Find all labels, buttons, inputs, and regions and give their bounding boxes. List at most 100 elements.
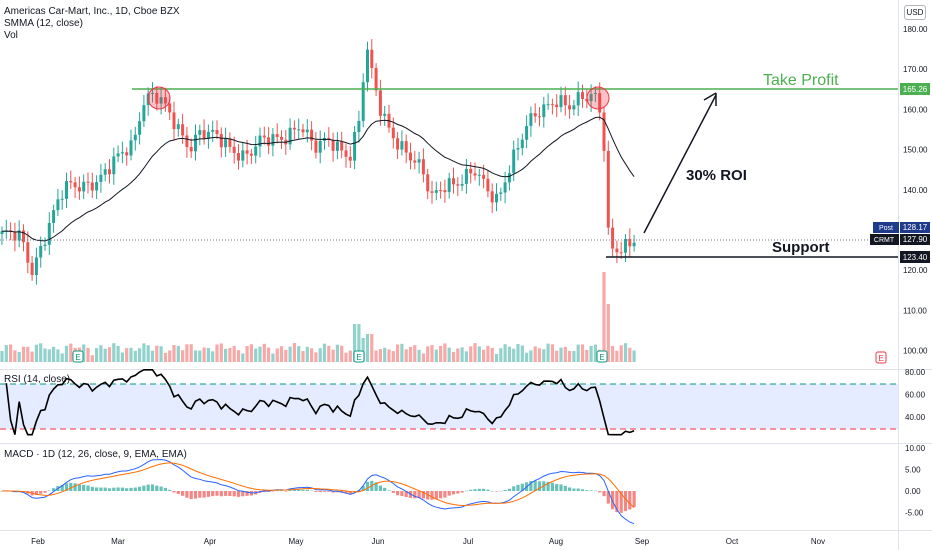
top-marker-2[interactable]	[586, 86, 610, 110]
volume-bar	[628, 347, 632, 362]
volume-bar	[150, 350, 155, 362]
earnings-marker-4[interactable]: E	[875, 351, 887, 364]
candle-body	[439, 190, 443, 192]
candle-body	[447, 178, 451, 193]
macd-hist-bar	[129, 487, 133, 491]
volume-bar	[439, 345, 443, 362]
volume-bar	[331, 349, 335, 362]
volume-bar	[30, 351, 34, 362]
candle-body	[477, 174, 481, 176]
candle-body	[288, 127, 292, 145]
volume-bar	[206, 348, 210, 362]
macd-hist-bar	[593, 490, 597, 492]
macd-hist-bar	[417, 491, 421, 498]
macd-hist-bar	[598, 491, 602, 493]
macd-hist-bar	[107, 488, 112, 491]
candle-body	[503, 182, 507, 193]
macd-hist-bar	[439, 491, 443, 499]
candle-body	[533, 113, 537, 117]
candle-body	[628, 238, 632, 247]
macd-hist-bar	[39, 491, 43, 494]
macd-hist-bar	[464, 490, 468, 492]
macd-hist-bar	[168, 489, 172, 491]
roi-arrow[interactable]	[643, 94, 717, 234]
macd-hist-bar	[400, 491, 404, 496]
candle-body	[215, 130, 219, 135]
time-axis[interactable]: Feb Mar Apr May Jun Jul Aug Sep Oct Nov	[31, 537, 825, 546]
support-label: Support	[772, 239, 830, 256]
candle-body	[159, 97, 163, 104]
volume-bar	[370, 334, 374, 362]
rsi-axis[interactable]: 80.00 60.00 40.00	[905, 368, 926, 422]
earnings-marker-1[interactable]: E	[72, 350, 84, 363]
price-tick-label: 170.00	[903, 65, 928, 74]
candle-body	[245, 150, 249, 154]
volume-bar	[86, 347, 90, 362]
candle-body	[155, 92, 159, 104]
volume-bars	[0, 272, 636, 362]
earnings-marker-3[interactable]: E	[596, 350, 608, 363]
macd-hist-bar	[215, 491, 219, 496]
macd-axis[interactable]: 10.00 5.00 0.00 -5.00	[905, 444, 926, 518]
macd-hist-bar	[155, 485, 159, 491]
macd-hist-bar	[469, 489, 473, 491]
candle-body	[168, 103, 172, 113]
volume-bar	[107, 347, 112, 362]
time-tick-label: May	[288, 537, 303, 546]
volume-bar	[185, 344, 189, 362]
macd-hist-bar	[550, 482, 554, 491]
take-profit-label: Take Profit	[763, 72, 839, 89]
macd-hist-bar	[516, 484, 520, 491]
macd-hist-bar	[275, 490, 279, 492]
candle-body	[34, 257, 38, 276]
candle-body	[112, 156, 116, 175]
macd-hist-bar	[99, 487, 103, 491]
currency-button[interactable]: USD	[904, 5, 926, 20]
volume-bar	[473, 343, 477, 362]
post-price-tag[interactable]: Post 128.17	[873, 222, 930, 233]
post-tag-label: Post	[879, 225, 893, 232]
candle-body	[525, 126, 529, 140]
candle-body	[267, 137, 271, 146]
candle-body	[370, 49, 374, 68]
volume-bar	[279, 346, 284, 362]
earnings-marker-2[interactable]: E	[353, 350, 365, 363]
candle-body	[413, 160, 417, 163]
volume-bar	[129, 347, 133, 362]
crmt-price: 127.90	[903, 235, 928, 244]
macd-hist-bar	[555, 484, 559, 491]
price-axis[interactable]: 180.00170.00160.00150.00140.00130.00120.…	[903, 25, 928, 356]
top-marker-1[interactable]	[147, 86, 171, 110]
volume-bar	[447, 347, 451, 362]
candle-body	[563, 95, 567, 106]
volume-bar	[249, 344, 253, 362]
take-profit-price-tag[interactable]: 165.26	[900, 83, 930, 95]
volume-bar	[172, 344, 176, 362]
volume-bar	[236, 350, 241, 362]
volume-bar	[142, 343, 146, 362]
macd-tick-label: -5.00	[905, 509, 924, 518]
candle-body	[421, 159, 425, 175]
support-price-tag[interactable]: 123.40	[900, 251, 930, 263]
volume-bar	[426, 346, 430, 362]
macd-hist-bar	[202, 491, 206, 498]
volume-bar	[482, 349, 486, 362]
macd-hist-bar	[82, 484, 86, 491]
macd-hist-bar	[529, 480, 533, 491]
candle-body	[499, 192, 503, 194]
volume-bar	[568, 350, 572, 362]
macd-hist-bar	[447, 491, 451, 496]
candle-body	[520, 139, 524, 149]
candle-body	[572, 105, 576, 110]
smma-legend: SMMA (12, close)	[4, 18, 83, 29]
macd-hist-bar	[189, 491, 193, 500]
volume-bar	[503, 344, 507, 362]
volume-bar	[494, 353, 499, 362]
macd-hist-bar	[198, 491, 202, 498]
crmt-price-tag[interactable]: CRMT 127.90	[870, 234, 930, 245]
candle-body	[611, 227, 615, 249]
macd-hist-bar	[47, 490, 51, 491]
time-tick-label: Jul	[463, 537, 473, 546]
macd-hist-bar	[60, 484, 64, 491]
